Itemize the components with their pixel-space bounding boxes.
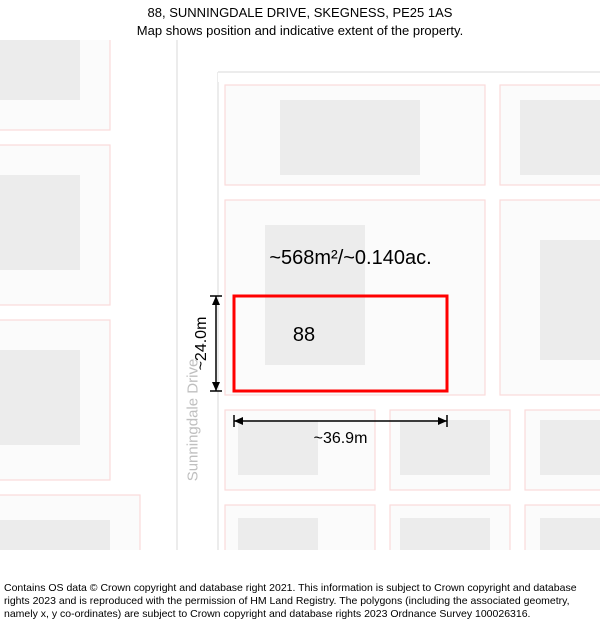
height-dim-label: ~24.0m bbox=[193, 317, 210, 371]
subtitle-line: Map shows position and indicative extent… bbox=[0, 22, 600, 40]
address-line: 88, SUNNINGDALE DRIVE, SKEGNESS, PE25 1A… bbox=[0, 4, 600, 22]
width-dim-label: ~36.9m bbox=[314, 430, 368, 447]
header: 88, SUNNINGDALE DRIVE, SKEGNESS, PE25 1A… bbox=[0, 0, 600, 39]
map-svg: Sunningdale Drive 88 ~568m²/~0.140ac. ~24.0… bbox=[0, 40, 600, 550]
map-area: Sunningdale Drive 88 ~568m²/~0.140ac. ~24.0… bbox=[0, 40, 600, 550]
footer-copyright: Contains OS data © Crown copyright and d… bbox=[4, 582, 596, 621]
street-name-label: Sunningdale Drive bbox=[185, 359, 202, 482]
house-number-label: 88 bbox=[293, 324, 315, 346]
area-label: ~568m²/~0.140ac. bbox=[269, 247, 431, 269]
